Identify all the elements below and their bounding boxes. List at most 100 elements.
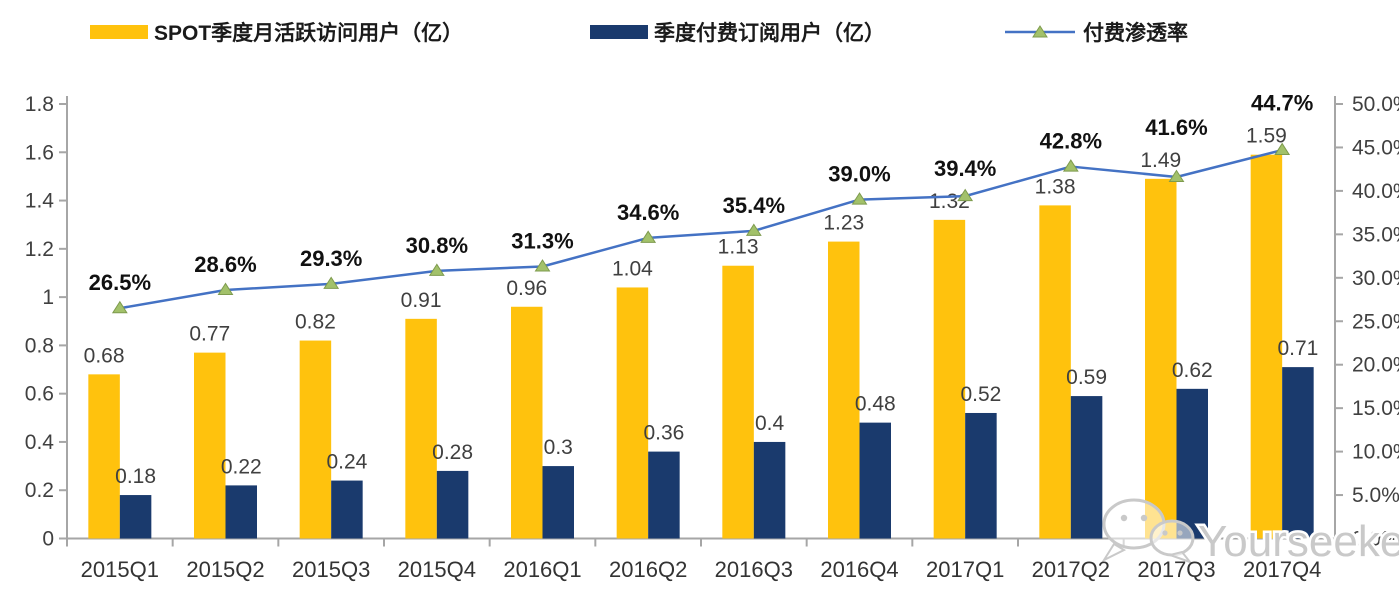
left-axis-tick-label: 1.2: [25, 238, 54, 261]
x-category-label: 2016Q3: [715, 557, 793, 582]
subs-value-label: 0.24: [326, 451, 367, 474]
mau-bar: [194, 352, 226, 539]
mau-value-label: 1.13: [718, 236, 759, 259]
x-category-label: 2016Q4: [820, 557, 898, 582]
right-axis-tick-label: 15.0%: [1352, 397, 1399, 420]
x-category-label: 2017Q1: [926, 557, 1004, 582]
penetration-label: 31.3%: [511, 229, 573, 254]
subs-value-label: 0.4: [755, 412, 785, 435]
triangle-marker-icon: [323, 276, 340, 289]
mau-value-label: 0.68: [84, 344, 125, 367]
subs-value-label: 0.28: [432, 441, 473, 464]
right-axis-tick-label: 20.0%: [1352, 354, 1399, 377]
legend-item-subs: 季度付费订阅用户（亿）: [590, 16, 885, 48]
subs-bar: [1070, 396, 1103, 539]
mau-bar: [616, 287, 649, 539]
penetration-label: 30.8%: [406, 233, 468, 258]
penetration-label: 44.7%: [1251, 91, 1313, 116]
mau-value-label: 0.91: [401, 289, 442, 312]
x-category-label: 2016Q1: [503, 557, 581, 582]
triangle-marker-icon: [1062, 159, 1079, 172]
triangle-marker-icon: [111, 300, 128, 314]
mau-value-label: 1.59: [1246, 125, 1287, 148]
penetration-label: 29.3%: [300, 246, 362, 271]
mau-bar: [933, 219, 966, 539]
legend-item-mau: SPOT季度月活跃访问用户（亿）: [90, 16, 463, 48]
penetration-label: 26.5%: [89, 270, 151, 295]
mau-bar: [299, 340, 332, 539]
subs-bar: [965, 412, 997, 539]
right-axis-tick-label: 25.0%: [1352, 310, 1399, 333]
legend: SPOT季度月活跃访问用户（亿） 季度付费订阅用户（亿） 付费渗透率: [0, 16, 1399, 52]
right-axis-tick-label: 5.0%: [1352, 484, 1399, 507]
legend-label-penetration: 付费渗透率: [1083, 22, 1188, 45]
right-axis-tick-label: 30.0%: [1352, 267, 1399, 290]
left-axis-tick-label: 1: [42, 286, 54, 309]
triangle-marker-icon: [851, 192, 868, 205]
mau-value-label: 0.77: [189, 323, 230, 346]
subs-value-label: 0.48: [855, 393, 896, 416]
subs-value-label: 0.22: [221, 455, 262, 478]
penetration-label: 39.0%: [828, 162, 890, 187]
mau-value-label: 1.04: [612, 257, 653, 280]
right-axis-tick-label: 35.0%: [1352, 223, 1399, 246]
subs-bar: [225, 485, 257, 539]
subs-bar: [542, 466, 574, 539]
penetration-label: 42.8%: [1040, 129, 1102, 154]
mau-bar: [1145, 178, 1177, 539]
left-axis-tick-label: 0.6: [25, 383, 54, 406]
left-axis-tick-label: 0.8: [25, 334, 54, 357]
legend-item-penetration: 付费渗透率: [1005, 16, 1188, 48]
left-axis-tick-label: 0.2: [25, 479, 54, 502]
watermark: Yourseeker: [1101, 498, 1399, 569]
mau-value-label: 1.49: [1140, 149, 1181, 172]
mau-bar: [405, 318, 437, 539]
triangle-marker-icon: [428, 263, 445, 276]
mau-bar: [1250, 154, 1283, 539]
subs-value-label: 0.71: [1277, 337, 1318, 360]
left-axis-tick-label: 0.4: [25, 431, 55, 454]
left-axis-tick-label: 1.8: [25, 93, 54, 116]
triangle-marker-icon: [1168, 169, 1185, 182]
mau-value-label: 0.82: [295, 311, 336, 334]
mau-bar: [511, 306, 543, 539]
subs-value-label: 0.36: [643, 422, 684, 445]
x-category-label: 2015Q4: [398, 557, 476, 582]
x-category-label: 2017Q4: [1243, 557, 1321, 582]
triangle-marker-icon: [217, 282, 234, 295]
penetration-label: 35.4%: [723, 193, 785, 218]
triangle-marker-icon: [1274, 142, 1291, 156]
penetration-label: 28.6%: [194, 252, 256, 277]
mau-bar: [722, 265, 754, 539]
subs-bar: [1282, 367, 1314, 539]
subs-bar: [859, 422, 891, 539]
mau-swatch-icon: [90, 25, 148, 39]
mau-value-label: 1.38: [1035, 175, 1076, 198]
subs-value-label: 0.59: [1066, 366, 1107, 389]
penetration-label: 41.6%: [1145, 115, 1207, 140]
right-axis-tick-label: 10.0%: [1352, 441, 1399, 464]
triangle-marker-icon: [640, 230, 657, 243]
line-marker-swatch-icon: [1005, 25, 1075, 38]
subs-value-label: 0.18: [115, 465, 156, 488]
watermark-text: Yourseeker: [1198, 517, 1399, 566]
penetration-label: 34.6%: [617, 200, 679, 225]
mau-bar: [88, 374, 120, 539]
right-axis-tick-label: 50.0%: [1352, 93, 1399, 116]
x-category-label: 2016Q2: [609, 557, 687, 582]
subs-bar: [436, 470, 469, 539]
mau-value-label: 1.23: [823, 212, 864, 235]
triangle-marker-icon: [957, 188, 974, 202]
left-axis-tick-label: 1.6: [25, 141, 54, 164]
x-category-label: 2015Q2: [186, 557, 264, 582]
triangle-marker-icon: [745, 223, 762, 236]
legend-label-mau: SPOT季度月活跃访问用户（亿）: [154, 22, 464, 45]
mau-bar: [828, 241, 860, 539]
penetration-label: 39.4%: [934, 156, 996, 181]
wechat-icon: [1101, 498, 1195, 565]
mau-value-label: 0.96: [506, 277, 547, 300]
x-category-label: 2015Q1: [81, 557, 159, 582]
legend-label-subs: 季度付费订阅用户（亿）: [654, 22, 885, 45]
